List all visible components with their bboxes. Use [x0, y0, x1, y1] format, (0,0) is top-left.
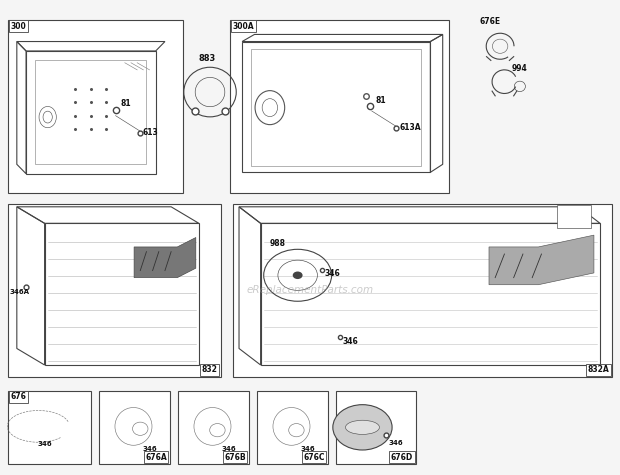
Text: 346: 346: [221, 446, 236, 452]
Text: 676B: 676B: [224, 453, 246, 462]
Bar: [336, 391, 416, 464]
Text: 883: 883: [199, 54, 216, 63]
Text: 832A: 832A: [588, 365, 609, 374]
Text: 300A: 300A: [233, 22, 254, 31]
Bar: [230, 20, 449, 193]
Bar: [557, 205, 591, 228]
Text: 988: 988: [270, 238, 286, 247]
Text: 81: 81: [120, 99, 131, 108]
Bar: [7, 391, 91, 464]
Text: 676E: 676E: [480, 17, 501, 26]
Text: 346: 346: [325, 269, 340, 278]
Bar: [178, 391, 249, 464]
Text: 346: 346: [142, 446, 157, 452]
Bar: [7, 20, 184, 193]
Text: 346: 346: [342, 337, 358, 346]
Text: 676: 676: [11, 392, 27, 401]
Ellipse shape: [345, 420, 379, 435]
Text: 676C: 676C: [303, 453, 325, 462]
Text: 613: 613: [142, 128, 158, 136]
Text: 300: 300: [11, 22, 27, 31]
Circle shape: [333, 405, 392, 450]
Text: 346: 346: [300, 446, 315, 452]
Bar: [99, 391, 170, 464]
Bar: [257, 391, 328, 464]
Text: 81: 81: [376, 96, 386, 105]
Text: 676A: 676A: [145, 453, 167, 462]
Text: eReplacementParts.com: eReplacementParts.com: [246, 285, 374, 295]
Polygon shape: [134, 238, 196, 278]
Text: 994: 994: [512, 64, 527, 73]
Text: 613A: 613A: [399, 123, 421, 132]
Text: 676D: 676D: [391, 453, 413, 462]
Text: 346: 346: [389, 440, 404, 446]
Text: 346: 346: [37, 441, 52, 447]
Bar: [7, 204, 221, 377]
Text: 832: 832: [202, 365, 218, 374]
Circle shape: [293, 272, 303, 279]
Polygon shape: [489, 235, 594, 285]
Bar: [233, 204, 613, 377]
Text: 346A: 346A: [10, 289, 30, 295]
